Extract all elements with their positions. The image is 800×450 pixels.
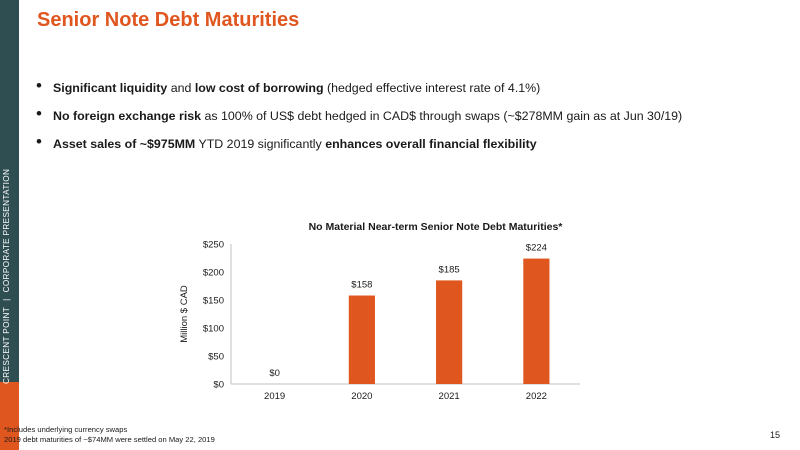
y-tick-label: $150 <box>203 296 224 307</box>
bullet-dot-icon: • <box>36 104 42 123</box>
y-tick-label: $250 <box>203 240 224 251</box>
sidebar-accent-block <box>0 382 19 450</box>
bullet-list: • Significant liquidity and low cost of b… <box>36 76 786 163</box>
bullet-item: • Asset sales of ~$975MM YTD 2019 signifi… <box>36 132 786 163</box>
footnote-2: 2019 debt maturities of ~$74MM were sett… <box>4 435 215 444</box>
bullet-text-run: ~$975MM <box>139 137 196 151</box>
page-title: Senior Note Debt Maturities <box>37 9 300 31</box>
bullet-dot-icon: • <box>36 76 42 95</box>
bullet-text-run: as 100% of US$ debt hedged in CAD$ throu… <box>201 109 683 123</box>
bullet-text-run: Significant liquidity <box>53 81 168 95</box>
bullet-text-run: Asset sales of <box>53 137 140 151</box>
x-tick-label: 2020 <box>351 391 372 402</box>
bullet-dot-icon: • <box>36 132 42 151</box>
bullet-item: • Significant liquidity and low cost of b… <box>36 76 786 107</box>
bar-data-label: $0 <box>269 368 280 379</box>
y-tick-label: $50 <box>208 352 224 363</box>
bullet-item: • No foreign exchange risk as 100% of US$… <box>36 104 786 135</box>
bullet-text-run: YTD 2019 significantly <box>195 137 326 151</box>
sidebar-band <box>0 0 19 450</box>
y-tick-label: $0 <box>213 380 224 391</box>
bullet-text-run: low cost of borrowing <box>194 81 324 95</box>
bar-data-label: $224 <box>526 243 547 254</box>
bullet-text-run: enhances overall financial flexibility <box>325 137 537 151</box>
x-tick-label: 2022 <box>526 391 547 402</box>
bar-data-label: $185 <box>439 264 460 275</box>
bullet-text-run: No foreign exchange risk <box>53 109 202 123</box>
footnotes: *Includes underlying currency swaps 2019… <box>4 425 215 445</box>
y-tick-label: $100 <box>203 324 224 335</box>
bar-2022 <box>523 258 550 384</box>
y-tick-label: $200 <box>203 268 224 279</box>
y-axis-label: Million $ CAD <box>179 285 190 343</box>
page-number: 15 <box>770 430 781 440</box>
bullet-text-run: and <box>167 81 195 95</box>
bar-data-label: $158 <box>351 280 372 291</box>
x-tick-label: 2021 <box>439 391 460 402</box>
x-tick-label: 2019 <box>264 391 285 402</box>
footnote-1: *Includes underlying currency swaps <box>4 425 128 434</box>
chart-title: No Material Near-term Senior Note Debt M… <box>309 221 564 233</box>
bullet-text-run: (hedged effective interest rate of 4.1%) <box>323 81 541 95</box>
bar-2021 <box>436 280 463 384</box>
bar-2020 <box>348 295 375 384</box>
